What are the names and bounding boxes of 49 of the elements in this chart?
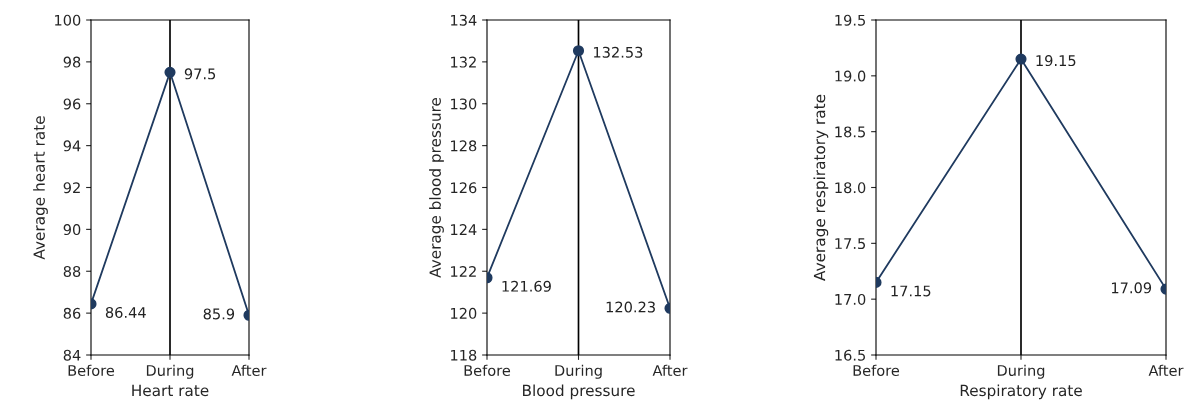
y-tick-label: 86 bbox=[63, 307, 81, 319]
y-tick-label: 88 bbox=[63, 265, 81, 277]
x-axis-title: Blood pressure bbox=[523, 384, 635, 400]
x-tick-label: During bbox=[997, 364, 1045, 379]
y-tick-label: 132 bbox=[451, 56, 476, 68]
y-axis-title: Average blood pressure bbox=[429, 97, 444, 278]
x-tick-label: After bbox=[1148, 364, 1184, 377]
y-tick-label: 118 bbox=[451, 349, 477, 361]
x-axis-title: Respiratory rate bbox=[960, 384, 1082, 400]
y-axis-title: Average respiratory rate bbox=[813, 94, 829, 281]
data-label: 132.53 bbox=[593, 46, 643, 58]
data-label: 17.09 bbox=[1111, 282, 1152, 294]
y-tick-label: 92 bbox=[63, 182, 80, 194]
y-tick-label: 94 bbox=[63, 140, 81, 152]
y-tick-label: 16.5 bbox=[835, 349, 865, 361]
data-label: 19.15 bbox=[1036, 55, 1076, 67]
y-tick-label: 84 bbox=[63, 349, 81, 361]
y-tick-label: 128 bbox=[451, 140, 477, 152]
y-tick-label: 90 bbox=[63, 224, 81, 236]
x-tick-label: After bbox=[231, 364, 267, 377]
x-tick-label: Before bbox=[853, 364, 900, 377]
data-label: 17.15 bbox=[891, 285, 931, 297]
y-tick-label: 124 bbox=[451, 224, 477, 235]
y-tick-label: 18.5 bbox=[835, 126, 865, 138]
y-tick-label: 17.0 bbox=[835, 293, 866, 305]
x-axis-title: Heart rate bbox=[132, 384, 209, 397]
x-tick-label: During bbox=[146, 364, 194, 379]
y-tick-label: 18.0 bbox=[835, 182, 866, 194]
x-tick-label: Before bbox=[68, 364, 115, 377]
y-tick-label: 17.5 bbox=[835, 238, 865, 250]
x-tick-label: Before bbox=[464, 364, 511, 377]
y-tick-label: 100 bbox=[55, 14, 81, 26]
y-tick-label: 19.0 bbox=[835, 70, 866, 82]
y-tick-label: 19.5 bbox=[835, 14, 865, 26]
data-label: 121.69 bbox=[502, 280, 551, 292]
y-tick-label: 120 bbox=[451, 307, 477, 319]
y-axis-title: Average heart rate bbox=[33, 116, 48, 260]
y-tick-label: 122 bbox=[451, 265, 476, 277]
data-label: 85.9 bbox=[203, 308, 235, 320]
x-tick-label: During bbox=[555, 364, 602, 379]
y-tick-label: 130 bbox=[451, 98, 477, 110]
y-tick-label: 134 bbox=[451, 14, 477, 26]
y-tick-label: 96 bbox=[63, 98, 81, 110]
data-label: 120.23 bbox=[606, 301, 655, 313]
data-label: 97.5 bbox=[184, 68, 216, 80]
y-tick-label: 126 bbox=[451, 182, 477, 194]
y-tick-label: 98 bbox=[63, 56, 81, 68]
x-tick-label: After bbox=[652, 364, 688, 377]
data-label: 86.44 bbox=[105, 306, 146, 318]
